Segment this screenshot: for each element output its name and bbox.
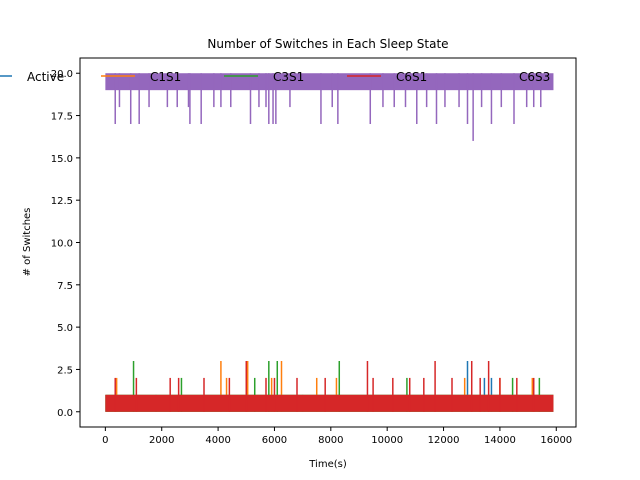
legend-label: C1S1 xyxy=(150,70,181,84)
chart-title: Number of Switches in Each Sleep State xyxy=(207,37,448,51)
y-tick-label: 10.0 xyxy=(51,239,73,250)
legend-label: Active xyxy=(27,70,64,84)
x-tick-label: 10000 xyxy=(371,435,403,446)
axes-layer: 0 2000 4000 6000 8000 10000 12000 14000 16000 0.0… xyxy=(51,57,577,446)
legend-entry-c3s1: C3S1 xyxy=(224,70,304,84)
series-c6s3 xyxy=(105,73,554,141)
x-tick-label: 4000 xyxy=(205,435,230,446)
plot-area xyxy=(80,58,576,427)
legend-label: C6S3 xyxy=(519,70,550,84)
x-tick-label: 2000 xyxy=(149,435,174,446)
series-c6s1 xyxy=(105,360,554,412)
x-tick-label: 14000 xyxy=(484,435,516,446)
y-tick-label: 15.0 xyxy=(51,154,73,165)
legend-label: C3S1 xyxy=(273,70,304,84)
y-tick-label: 2.5 xyxy=(57,365,73,376)
x-axis-label: Time(s) xyxy=(308,459,347,470)
legend-entry-c1s1: C1S1 xyxy=(101,70,181,84)
legend-entry-active: Active xyxy=(0,70,64,84)
y-tick-label: 0.0 xyxy=(57,408,73,419)
legend-entry-c6s1: C6S1 xyxy=(347,70,427,84)
series-band xyxy=(105,394,554,412)
x-tick-label: 6000 xyxy=(262,435,287,446)
y-tick-label: 12.5 xyxy=(51,196,73,207)
legend-label: C6S1 xyxy=(396,70,427,84)
y-tick-label: 5.0 xyxy=(57,323,73,334)
y-axis-label: # of Switches xyxy=(22,208,33,277)
y-tick-label: 20.0 xyxy=(51,69,73,80)
x-tick-label: 0 xyxy=(102,435,108,446)
y-tick-label: 17.5 xyxy=(51,112,73,123)
x-tick-label: 16000 xyxy=(540,435,572,446)
legend-entry-c6s3: C6S3 xyxy=(470,70,550,84)
legend: Active C1S1 C3S1 C6S1 C6S3 xyxy=(0,70,550,84)
y-tick-label: 7.5 xyxy=(57,281,73,292)
series-layer xyxy=(105,73,554,412)
series-band xyxy=(105,73,554,91)
x-tick-label: 12000 xyxy=(428,435,460,446)
x-tick-label: 8000 xyxy=(318,435,343,446)
